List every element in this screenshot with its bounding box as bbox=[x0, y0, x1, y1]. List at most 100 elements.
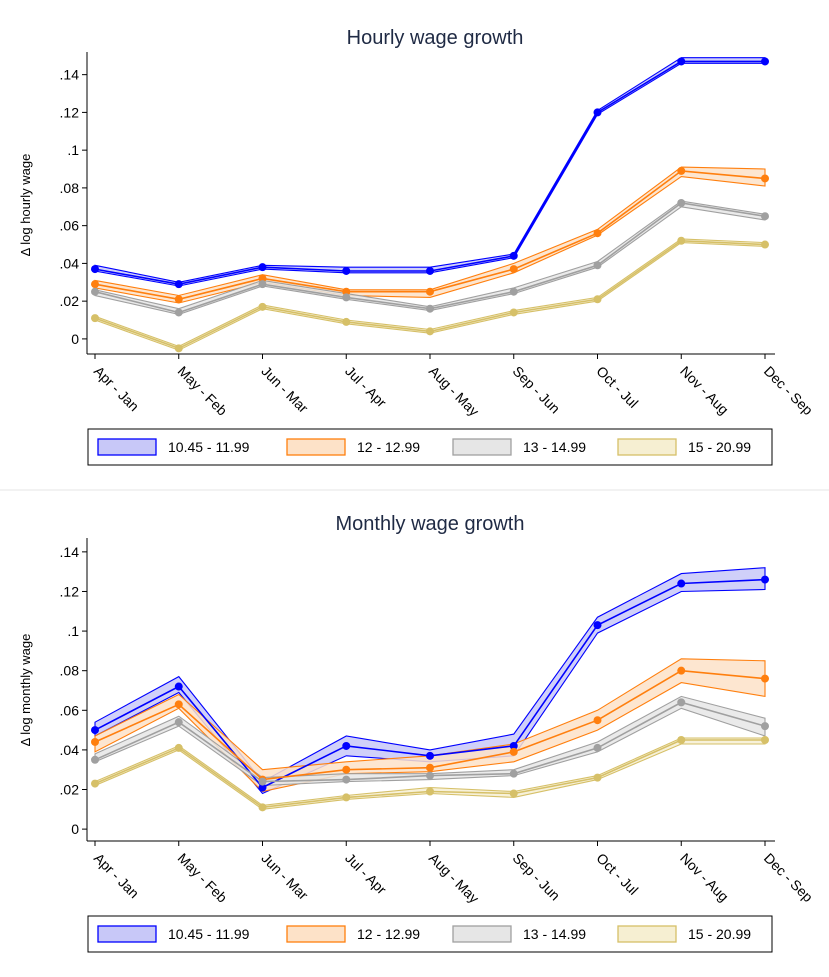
data-point bbox=[426, 327, 434, 336]
data-point bbox=[761, 212, 769, 221]
data-point bbox=[342, 266, 351, 275]
chart-title: Monthly wage growth bbox=[336, 513, 525, 535]
x-tick-label: Jul - Apr bbox=[342, 850, 390, 898]
data-point bbox=[174, 308, 183, 317]
data-point bbox=[509, 789, 518, 798]
legend-swatch-1 bbox=[97, 438, 157, 456]
data-point bbox=[174, 295, 183, 304]
data-point bbox=[342, 775, 351, 784]
legend-swatch-3 bbox=[452, 925, 512, 943]
data-point bbox=[509, 747, 518, 756]
x-tick-label: Sep - Jun bbox=[510, 850, 564, 904]
y-tick-label: .1 bbox=[67, 142, 79, 158]
data-point bbox=[426, 287, 434, 296]
x-tick-label: Sep - Jun bbox=[510, 363, 564, 417]
data-point bbox=[593, 716, 602, 725]
data-point bbox=[174, 700, 183, 709]
legend-label: 15 - 20.99 bbox=[688, 926, 751, 942]
chart-title: Hourly wage growth bbox=[347, 27, 524, 49]
data-point bbox=[258, 280, 267, 289]
legend-label: 10.45 - 11.99 bbox=[168, 926, 250, 942]
data-point bbox=[91, 755, 99, 764]
data-point bbox=[174, 718, 183, 727]
data-point bbox=[258, 302, 267, 311]
y-tick-label: .12 bbox=[60, 104, 80, 120]
x-tick-label: Dec - Sep bbox=[761, 850, 816, 905]
x-tick-label: Aug - May bbox=[426, 850, 482, 906]
data-point bbox=[509, 308, 518, 317]
data-point bbox=[426, 304, 434, 313]
data-point bbox=[342, 741, 351, 750]
data-point bbox=[761, 240, 769, 249]
data-point bbox=[677, 579, 686, 588]
axes: 0 .02 .04 .06 .08 .1 .12 .14 Apr - Jan May - Feb J… bbox=[60, 52, 816, 419]
data-point bbox=[258, 777, 267, 786]
x-tick-label: Nov - Aug bbox=[677, 363, 732, 418]
data-point bbox=[258, 803, 267, 812]
x-tick-label: Jun - Mar bbox=[258, 850, 311, 903]
data-point bbox=[761, 674, 769, 683]
x-tick-label: Aug - May bbox=[426, 363, 482, 419]
x-tick-label: May - Feb bbox=[175, 850, 231, 906]
data-point bbox=[91, 265, 99, 274]
legend-label: 10.45 - 11.99 bbox=[168, 439, 250, 455]
y-axis-label: Δ log hourly wage bbox=[18, 154, 33, 257]
data-point bbox=[174, 344, 183, 353]
data-point bbox=[509, 251, 518, 260]
legend: 10.45 - 11.99 12 - 12.99 13 - 14.99 15 - 20… bbox=[87, 428, 773, 466]
data-point bbox=[174, 743, 183, 752]
x-tick-label: Nov - Aug bbox=[677, 850, 732, 905]
monthly-wage-panel: Monthly wage growth Δ log monthly wage 0… bbox=[18, 513, 816, 953]
data-point bbox=[342, 287, 351, 296]
y-tick-label: .08 bbox=[60, 180, 80, 196]
data-point bbox=[677, 236, 686, 245]
x-tick-label: Apr - Jan bbox=[91, 363, 142, 414]
legend-label: 15 - 20.99 bbox=[688, 439, 751, 455]
y-tick-label: .02 bbox=[60, 782, 80, 798]
data-point bbox=[426, 266, 434, 275]
data-point bbox=[677, 166, 686, 175]
data-point bbox=[342, 317, 351, 326]
data-point bbox=[593, 229, 602, 238]
data-point bbox=[593, 743, 602, 752]
data-point bbox=[761, 722, 769, 731]
y-tick-label: .12 bbox=[60, 583, 80, 599]
data-point bbox=[91, 287, 99, 296]
y-tick-label: .14 bbox=[60, 67, 80, 83]
y-tick-label: .04 bbox=[60, 255, 80, 271]
hourly-wage-panel: Hourly wage growth Δ log hourly wage 0 .0… bbox=[18, 27, 816, 466]
data-point bbox=[258, 274, 267, 283]
data-point bbox=[426, 787, 434, 796]
data-point bbox=[593, 108, 602, 117]
legend-swatch-1 bbox=[97, 925, 157, 943]
legend-label: 13 - 14.99 bbox=[523, 926, 586, 942]
legend: 10.45 - 11.99 12 - 12.99 13 - 14.99 15 - 20… bbox=[87, 915, 773, 953]
y-axis-label: Δ log monthly wage bbox=[18, 634, 33, 747]
x-tick-label: May - Feb bbox=[175, 363, 231, 419]
legend-swatch-4 bbox=[617, 438, 677, 456]
y-tick-label: .06 bbox=[60, 218, 80, 234]
data-point bbox=[593, 773, 602, 782]
x-tick-label: Dec - Sep bbox=[761, 363, 816, 418]
data-point bbox=[761, 575, 769, 584]
y-tick-label: 0 bbox=[71, 331, 79, 347]
data-point bbox=[91, 280, 99, 289]
data-point bbox=[258, 783, 267, 792]
data-point bbox=[342, 293, 351, 302]
data-point bbox=[91, 726, 99, 735]
data-point bbox=[761, 736, 769, 744]
legend-label: 12 - 12.99 bbox=[357, 439, 420, 455]
legend-swatch-2 bbox=[286, 925, 346, 943]
y-tick-label: .08 bbox=[60, 663, 80, 679]
data-point bbox=[761, 174, 769, 183]
y-tick-label: .02 bbox=[60, 293, 80, 309]
legend-swatch-4 bbox=[617, 925, 677, 943]
x-tick-label: Jun - Mar bbox=[258, 363, 311, 416]
data-point bbox=[258, 263, 267, 272]
legend-swatch-2 bbox=[286, 438, 346, 456]
data-point bbox=[426, 771, 434, 780]
data-point bbox=[677, 736, 686, 744]
series-points bbox=[91, 57, 769, 353]
